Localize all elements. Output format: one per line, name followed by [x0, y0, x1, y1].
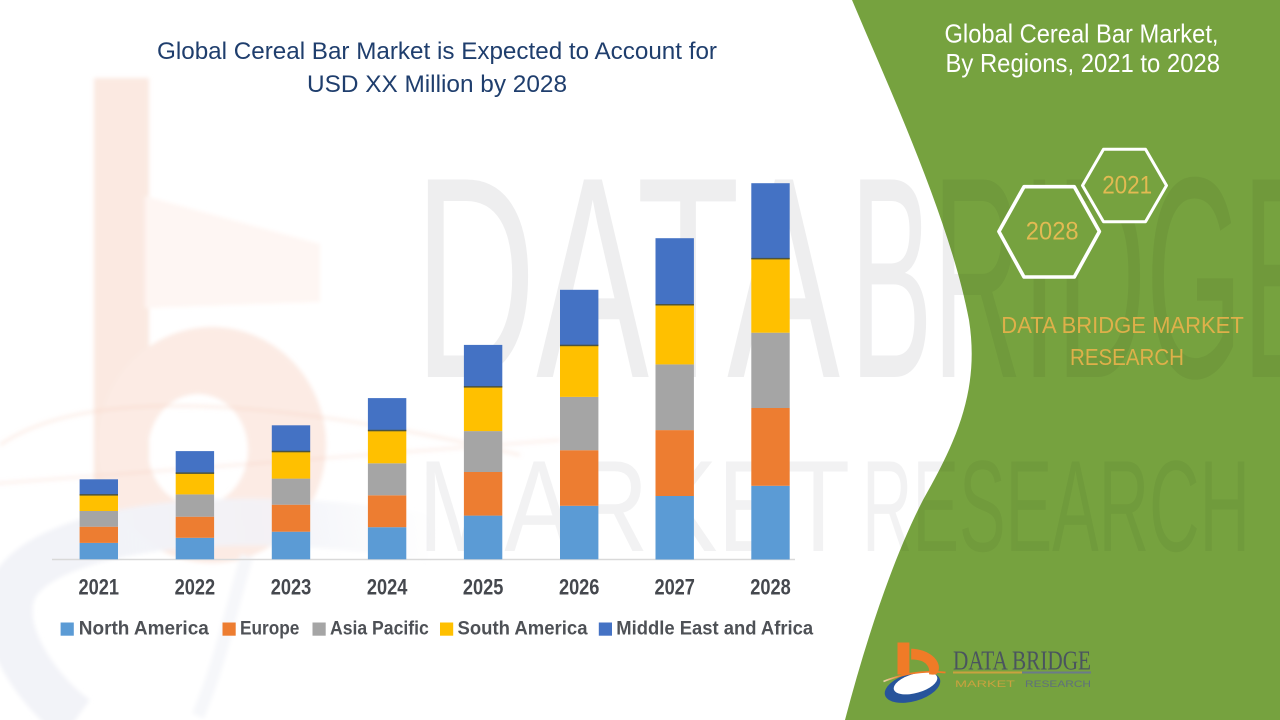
svg-text:2023: 2023 [271, 575, 312, 600]
svg-text:USD XX Million by 2028: USD XX Million by 2028 [307, 71, 567, 98]
svg-text:Global Cereal Bar Market is Ex: Global Cereal Bar Market is Expected to … [157, 38, 717, 65]
svg-text:DATA BRIDGE: DATA BRIDGE [953, 645, 1091, 676]
svg-text:2022: 2022 [175, 575, 216, 600]
svg-text:2025: 2025 [463, 575, 504, 600]
svg-text:Middle East and Africa: Middle East and Africa [616, 618, 813, 640]
svg-text:South America: South America [458, 618, 588, 640]
svg-text:RESEARCH: RESEARCH [1070, 344, 1184, 370]
svg-text:2028: 2028 [1026, 217, 1079, 245]
svg-text:Global Cereal Bar Market,: Global Cereal Bar Market, [945, 19, 1219, 49]
svg-text:Asia Pacific: Asia Pacific [330, 618, 429, 640]
svg-text:MARKET: MARKET [955, 679, 1016, 689]
svg-text:By Regions, 2021 to 2028: By Regions, 2021 to 2028 [946, 48, 1221, 78]
svg-text:2027: 2027 [654, 575, 695, 600]
svg-text:North America: North America [79, 618, 209, 640]
svg-text:2024: 2024 [367, 575, 408, 600]
svg-text:Europe: Europe [240, 618, 300, 640]
svg-text:2021: 2021 [79, 575, 120, 600]
svg-text:2021: 2021 [1102, 172, 1152, 200]
svg-text:RESEARCH: RESEARCH [1025, 679, 1091, 689]
svg-text:DATA BRIDGE MARKET: DATA BRIDGE MARKET [1001, 312, 1244, 338]
svg-text:2028: 2028 [750, 575, 791, 600]
svg-text:2026: 2026 [559, 575, 600, 600]
